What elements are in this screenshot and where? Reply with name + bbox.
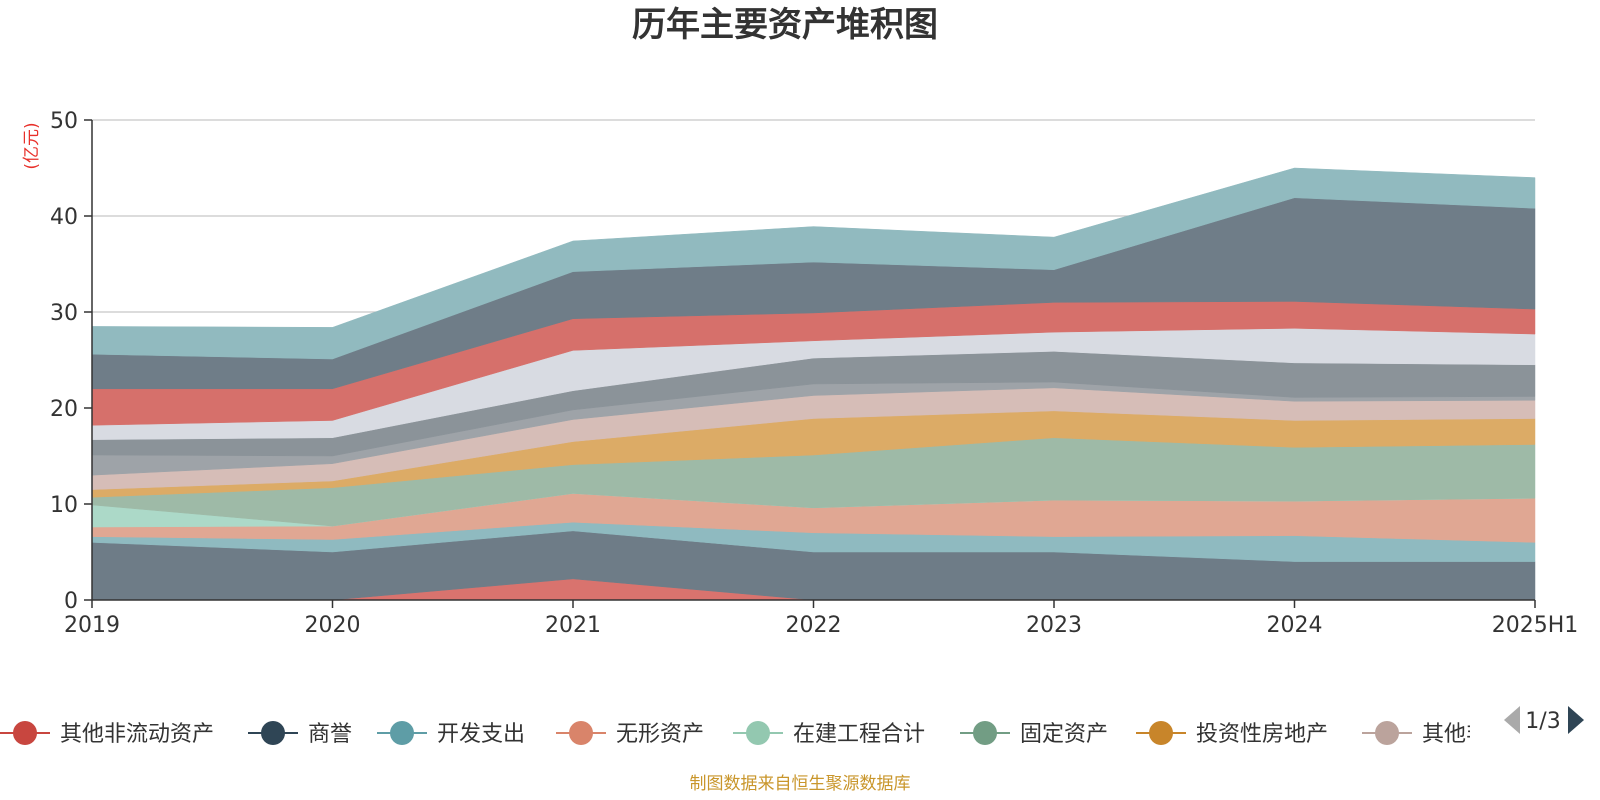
x-tick-label-4: 2023 <box>1026 613 1082 638</box>
x-tick-label-6: 2025H1 <box>1492 613 1579 638</box>
y-tick-label-1: 10 <box>50 493 78 518</box>
legend-item-0[interactable]: 其他非流动资产 <box>0 721 214 747</box>
legend-marker-6 <box>1149 721 1173 745</box>
y-tick-label-0: 0 <box>64 589 78 614</box>
legend-label-0: 其他非流动资产 <box>60 722 214 747</box>
legend-label-2: 开发支出 <box>437 722 525 747</box>
y-tick-label-5: 50 <box>50 109 78 134</box>
x-tick-label-1: 2020 <box>305 613 361 638</box>
legend-next-icon[interactable] <box>1568 706 1584 734</box>
x-tick-label-2: 2021 <box>545 613 601 638</box>
data-source-note: 制图数据来自恒生聚源数据库 <box>690 774 911 794</box>
legend-item-3[interactable]: 无形资产 <box>556 721 704 747</box>
legend-marker-0 <box>13 721 37 745</box>
x-tick-label-0: 2019 <box>64 613 120 638</box>
legend-label-1: 商誉 <box>308 722 352 747</box>
legend-label-3: 无形资产 <box>616 722 704 747</box>
y-axis-unit: (亿元) <box>22 122 42 169</box>
legend-item-7[interactable]: 其他非 <box>1362 721 1488 747</box>
y-tick-label-2: 20 <box>50 397 78 422</box>
x-tick-label-3: 2022 <box>786 613 842 638</box>
legend-label-6: 投资性房地产 <box>1196 722 1328 747</box>
x-tick-label-5: 2024 <box>1267 613 1323 638</box>
chart-title: 历年主要资产堆积图 <box>632 5 938 45</box>
area-series <box>91 167 1536 601</box>
legend-marker-5 <box>973 721 997 745</box>
legend-prev-icon[interactable] <box>1504 706 1520 734</box>
legend-label-5: 固定资产 <box>1020 722 1108 747</box>
legend-item-1[interactable]: 商誉 <box>248 721 352 747</box>
axes: 0 10 20 30 40 50 2019 2020 2021 2022 2023 2024 2025H… <box>50 109 1578 638</box>
legend-item-5[interactable]: 固定资产 <box>960 721 1108 747</box>
legend-marker-7 <box>1375 721 1399 745</box>
legend-item-6[interactable]: 投资性房地产 <box>1136 721 1328 747</box>
legend-marker-1 <box>261 721 285 745</box>
area-series-13 <box>91 167 1536 360</box>
legend-page-indicator: 1/3 <box>1525 709 1560 734</box>
legend-marker-4 <box>746 721 770 745</box>
legend[interactable]: 其他非流动资产 商誉 开发支出 无形资产 在建工程合计 固定资产 投资性房地产 其他非 <box>0 721 1488 747</box>
legend-marker-3 <box>569 721 593 745</box>
legend-item-4[interactable]: 在建工程合计 <box>733 721 925 747</box>
legend-item-2[interactable]: 开发支出 <box>377 721 525 747</box>
legend-label-4: 在建工程合计 <box>793 722 925 747</box>
y-tick-label-3: 30 <box>50 301 78 326</box>
legend-label-7: 其他非 <box>1422 722 1488 747</box>
legend-marker-2 <box>390 721 414 745</box>
y-tick-label-4: 40 <box>50 205 78 230</box>
legend-pager[interactable]: 1/3 <box>1504 706 1584 734</box>
